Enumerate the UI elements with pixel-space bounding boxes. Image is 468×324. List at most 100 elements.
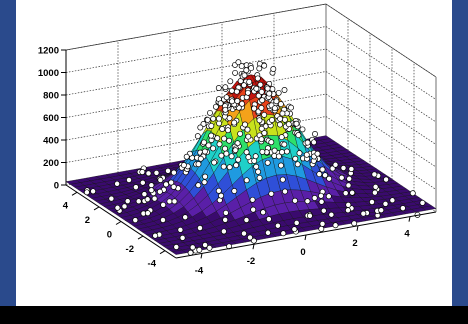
data-point: [195, 182, 202, 189]
y-tick-label: 4: [63, 200, 69, 211]
data-point: [261, 62, 268, 69]
data-point: [256, 117, 263, 124]
data-point: [222, 106, 229, 113]
data-point: [268, 139, 275, 146]
data-point: [241, 230, 247, 237]
x-tick-label: 2: [352, 238, 357, 249]
data-point: [241, 72, 248, 79]
data-point: [204, 116, 211, 123]
data-point: [266, 90, 273, 97]
data-point: [219, 126, 226, 132]
data-point: [182, 214, 189, 221]
data-point: [293, 120, 300, 127]
data-point: [148, 187, 155, 194]
data-point: [246, 78, 253, 85]
data-point: [299, 126, 306, 133]
data-point: [139, 169, 146, 175]
z-tick-label: 600: [43, 113, 59, 124]
data-point: [206, 244, 213, 251]
data-point: [215, 187, 222, 194]
data-point: [222, 145, 228, 152]
data-point: [295, 132, 302, 139]
data-point: [218, 192, 225, 199]
data-point: [241, 82, 247, 89]
data-point: [273, 98, 280, 105]
data-point: [114, 180, 121, 187]
data-point: [252, 153, 259, 160]
data-point: [255, 92, 262, 99]
data-point: [223, 94, 230, 101]
data-point: [259, 97, 266, 104]
data-point: [215, 85, 222, 91]
data-point: [168, 179, 175, 186]
data-point: [216, 141, 223, 148]
data-point: [306, 212, 313, 219]
data-point: [132, 217, 139, 224]
y-tick-label: -2: [126, 244, 134, 255]
data-point: [197, 225, 203, 231]
data-point: [237, 130, 244, 137]
data-point: [419, 199, 426, 206]
data-point: [170, 169, 177, 176]
data-point: [251, 105, 258, 112]
data-point: [264, 159, 271, 166]
data-point: [292, 155, 299, 162]
data-point: [255, 168, 262, 175]
data-point: [283, 148, 290, 155]
data-point: [282, 188, 288, 195]
data-point: [258, 125, 265, 132]
data-point: [124, 198, 131, 205]
data-point: [211, 159, 218, 166]
data-point: [326, 175, 333, 182]
data-point: [223, 150, 230, 157]
z-tick-label: 200: [43, 158, 59, 169]
data-point: [260, 209, 267, 216]
data-point: [245, 89, 251, 96]
data-point: [269, 117, 275, 123]
data-point: [231, 119, 238, 126]
data-point: [160, 217, 166, 223]
data-point: [258, 105, 265, 111]
data-point: [258, 88, 265, 95]
x-tick-label: -4: [195, 265, 204, 276]
data-point: [318, 192, 324, 199]
data-point: [345, 201, 352, 208]
data-point: [231, 188, 238, 194]
data-point: [277, 101, 284, 108]
data-point: [348, 166, 355, 172]
data-point: [145, 170, 152, 177]
data-point: [369, 199, 375, 205]
data-point: [371, 189, 378, 196]
data-point: [160, 201, 167, 208]
data-point: [281, 141, 288, 148]
data-point: [173, 244, 180, 250]
data-point: [257, 81, 264, 88]
data-point: [270, 66, 277, 72]
data-point: [320, 207, 327, 214]
data-point: [189, 244, 196, 251]
data-point: [322, 172, 329, 179]
z-tick-labels: 0 200 400 600 800 1000 1200: [38, 46, 66, 192]
data-point: [222, 84, 229, 91]
data-point: [346, 175, 353, 182]
data-point: [248, 65, 255, 72]
data-point: [180, 162, 187, 169]
data-point: [232, 69, 239, 76]
data-point: [389, 197, 396, 204]
data-point: [281, 116, 288, 123]
data-point: [239, 100, 245, 107]
data-point: [232, 147, 239, 154]
data-point: [382, 200, 389, 207]
data-point: [264, 85, 271, 92]
data-point: [234, 98, 241, 104]
data-point: [177, 226, 184, 233]
data-point: [214, 135, 221, 142]
data-point: [141, 191, 148, 198]
data-point: [253, 163, 260, 170]
data-point: [207, 109, 213, 116]
data-point: [221, 135, 228, 142]
data-point: [338, 174, 345, 181]
data-point: [378, 207, 385, 214]
data-point: [212, 103, 219, 110]
data-point: [275, 153, 282, 160]
